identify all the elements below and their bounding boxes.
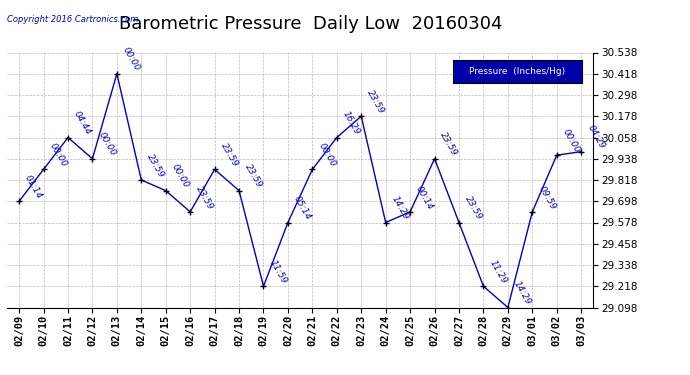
Text: 23:59: 23:59 [146,152,166,179]
Text: 04:29: 04:29 [585,124,606,151]
Text: 00:00: 00:00 [170,163,190,190]
Text: 04:44: 04:44 [72,110,93,137]
Text: 23:59: 23:59 [366,88,386,116]
Text: 09:59: 09:59 [536,184,558,211]
Text: 00:00: 00:00 [561,128,582,154]
Text: 00:00: 00:00 [48,142,68,169]
Text: 14:29: 14:29 [390,195,411,222]
Text: 16:29: 16:29 [341,110,362,137]
Text: 00:00: 00:00 [97,131,117,158]
Text: Barometric Pressure  Daily Low  20160304: Barometric Pressure Daily Low 20160304 [119,15,502,33]
Text: 23:59: 23:59 [463,195,484,222]
Text: 05:14: 05:14 [292,195,313,222]
Text: 00:14: 00:14 [414,184,435,211]
Text: 00:00: 00:00 [317,142,337,169]
Text: 23:59: 23:59 [243,163,264,190]
Text: Copyright 2016 Cartronics.com: Copyright 2016 Cartronics.com [7,15,138,24]
Text: 11:59: 11:59 [268,258,288,285]
Text: 00:00: 00:00 [121,46,142,73]
Text: 23:59: 23:59 [439,131,460,158]
Text: 01:14: 01:14 [23,174,44,201]
Text: 11:29: 11:29 [488,258,509,285]
Text: 23:59: 23:59 [195,184,215,211]
Text: 23:59: 23:59 [219,142,239,169]
Text: 14:29: 14:29 [512,280,533,307]
